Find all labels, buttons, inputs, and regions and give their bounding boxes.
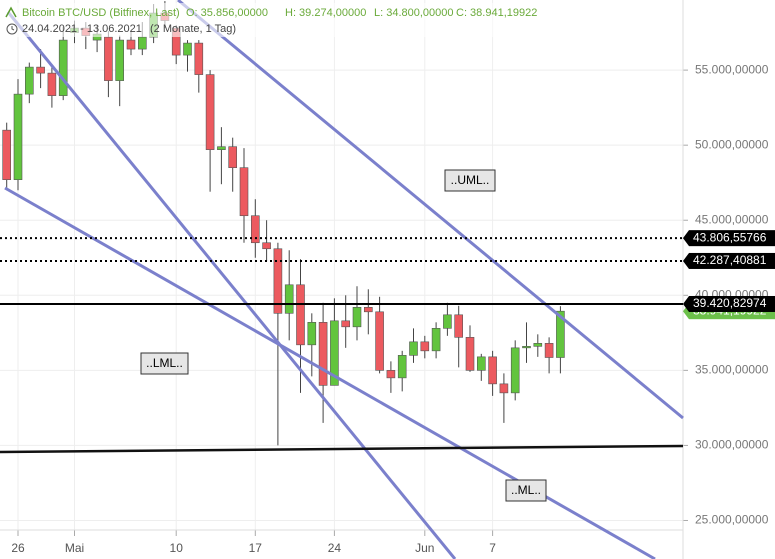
clock-hands: [11, 26, 15, 31]
candle-body: [13, 93, 23, 180]
level-label-arrow: [683, 230, 689, 247]
candle-body: [228, 146, 237, 168]
candle-body: [239, 167, 249, 217]
candle-body: [443, 314, 452, 329]
candle-body: [375, 311, 384, 371]
candle-body: [284, 284, 294, 314]
x-tick-label: Jun: [415, 541, 434, 555]
candle-body: [205, 74, 215, 150]
candle-body: [194, 42, 204, 75]
level-label-box: [689, 295, 775, 312]
candle-body: [499, 383, 509, 394]
annotation-ml: ..ML..: [505, 479, 547, 502]
candle-body: [36, 66, 45, 74]
middle-channel-line: [6, 11, 457, 559]
candle-body: [2, 129, 12, 180]
y-tick-label: 50.000,00000: [695, 137, 769, 151]
candle-body: [488, 356, 497, 385]
chart-icon: [5, 6, 17, 18]
candle-body: [251, 215, 260, 244]
candle-body: [104, 36, 113, 81]
level-label-arrow: [683, 295, 689, 312]
chart-title: Bitcoin BTC/USD (Bitfinex, Last): [22, 7, 180, 19]
level-label: 42.287,40881: [693, 253, 767, 267]
x-tick-label: 24: [328, 541, 342, 555]
candle-body: [556, 310, 565, 358]
level-label-arrow: [683, 252, 689, 269]
x-tick-label: 10: [170, 541, 184, 555]
close-text: C: 38.941,19922: [456, 7, 537, 19]
candle-body: [47, 72, 57, 96]
x-tick-label: Mai: [65, 541, 84, 555]
candle-body: [217, 146, 226, 150]
level-label-box: [689, 230, 775, 247]
candle-body: [431, 328, 441, 352]
x-tick-label: 26: [11, 541, 25, 555]
candle-body: [318, 322, 328, 386]
candle-body: [397, 355, 407, 379]
x-tick-label: 7: [489, 541, 496, 555]
candle-body: [341, 320, 351, 328]
candle-body: [307, 322, 317, 346]
level-label: 43.806,55766: [693, 230, 767, 244]
candle-body: [126, 39, 136, 50]
candle-body: [58, 39, 68, 96]
level-label-box: [689, 252, 775, 269]
annotation-text: ..LML..: [146, 356, 183, 370]
annotation-text: ..UML..: [451, 173, 490, 187]
support-line: [0, 444, 684, 454]
annotation-uml: ..UML..: [444, 169, 496, 192]
candle-body: [386, 370, 396, 379]
candle-body: [409, 341, 418, 356]
header: Bitcoin BTC/USD (Bitfinex, Last) O: 35.8…: [0, 3, 537, 37]
candle-body: [522, 346, 531, 349]
annotation-box: [505, 479, 547, 502]
upper-channel-line: [177, 0, 684, 420]
clock-icon: [6, 23, 18, 35]
candle-body: [183, 42, 192, 56]
candle-body: [273, 248, 283, 314]
annotation-box: [444, 169, 496, 192]
y-tick-label: 25.000,00000: [695, 513, 769, 527]
candle-body: [533, 343, 543, 347]
candle-body: [465, 337, 475, 371]
annotation-box: [140, 352, 189, 375]
levels: 38.941,1992243.806,5576642.287,4088139.4…: [0, 230, 775, 320]
lower-channel-line: [4, 186, 656, 559]
date-range: 24.04.2021 - 13.06.2021: [22, 23, 142, 35]
x-tick-label: 17: [249, 541, 263, 555]
low-text: L: 34.800,00000: [374, 7, 454, 19]
annotation-lml: ..LML..: [140, 352, 189, 375]
candle-body: [363, 307, 373, 313]
open-text: O: 35.856,00000: [186, 7, 268, 19]
candle-body: [544, 343, 554, 358]
candle-body: [420, 341, 430, 352]
candle-body: [454, 314, 464, 338]
candle-body: [115, 39, 124, 81]
channel-lines: [4, 0, 684, 559]
annotation-text: ..ML..: [511, 483, 541, 497]
y-tick-label: 45.000,00000: [695, 212, 769, 226]
level-label: 39.420,82974: [693, 296, 767, 310]
y-tick-label: 30.000,00000: [695, 438, 769, 452]
header-background: [0, 3, 525, 37]
candle-body: [138, 36, 147, 50]
candle-body: [296, 284, 305, 346]
candle-body: [262, 242, 271, 250]
candle-body: [330, 320, 339, 386]
y-tick-label: 35.000,00000: [695, 363, 769, 377]
period: (2 Monate, 1 Tag): [150, 23, 236, 35]
candle-body: [24, 66, 34, 95]
candle-body: [476, 356, 486, 371]
high-text: H: 39.274,00000: [285, 7, 366, 19]
candle-body: [510, 347, 520, 394]
y-tick-label: 55.000,00000: [695, 62, 769, 76]
candle-body: [352, 307, 362, 328]
